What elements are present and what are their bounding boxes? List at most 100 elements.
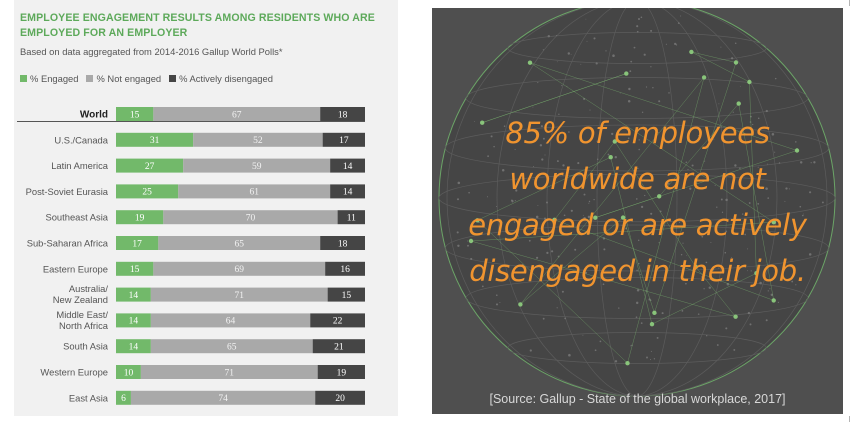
globe-map-dot (674, 127, 677, 130)
category-label: Latin America (51, 160, 109, 171)
network-node (649, 322, 655, 327)
globe-map-dot (474, 120, 475, 122)
bar-segment-not-engaged (178, 184, 331, 199)
globe-map-dot (656, 313, 658, 315)
globe-map-dot (759, 281, 762, 285)
network-node (733, 60, 739, 65)
data-label-actively-disengaged: 18 (338, 239, 348, 249)
globe-map-dot (537, 205, 539, 207)
headline-line: worldwide are not (509, 162, 766, 196)
globe-map-dot (556, 160, 559, 163)
bar-segment-actively-disengaged (330, 158, 365, 173)
network-node (754, 271, 759, 276)
globe-map-dot (582, 214, 584, 216)
globe-map-dot (691, 164, 694, 167)
globe-map-dot (633, 46, 636, 49)
network-node (527, 60, 533, 65)
globe-map-dot (457, 181, 461, 185)
category-label: East Asia (69, 392, 109, 403)
globe-map-dot (785, 187, 788, 190)
globe-map-dot (636, 25, 639, 28)
globe-map-dot (674, 42, 677, 46)
network-node (608, 155, 613, 160)
globe-map-dot (637, 17, 641, 21)
globe-map-dot (675, 44, 678, 46)
data-label-not-engaged: 69 (235, 265, 245, 275)
stacked-bar-chart: World 15 67 18 U.S./Canada 31 52 17 Latin Americ… (17, 107, 365, 405)
globe-map-dot (661, 312, 664, 315)
legend-label-engaged: % Engaged (30, 72, 79, 84)
globe-map-dot (686, 255, 688, 257)
globe-map-dot (593, 198, 595, 201)
corner-mark (849, 0, 850, 6)
globe-longitude-line (446, 8, 828, 397)
globe-map-dot (637, 239, 640, 242)
globe-map-dot (769, 288, 771, 290)
network-link (654, 62, 737, 313)
globe-map-dot (733, 348, 736, 351)
globe-map-dot (521, 263, 524, 267)
globe-map-dot (546, 201, 548, 204)
globe-map-dot (706, 335, 708, 337)
category-label: North Africa (59, 320, 109, 331)
globe-map-dot (541, 158, 544, 161)
bar-segment-engaged (116, 313, 151, 328)
category-label: South Asia (63, 341, 109, 352)
globe-map-dot (561, 290, 564, 293)
globe-map-dot (749, 323, 752, 326)
globe-map-dot (532, 106, 534, 108)
globe-map-dot (585, 18, 587, 20)
globe-map-dot (481, 285, 484, 288)
bar-segment-not-engaged (150, 339, 313, 354)
network-node (747, 79, 752, 85)
globe-map-dot (533, 165, 535, 168)
network-link (614, 141, 696, 267)
globe-map-dot (718, 103, 720, 105)
bar-segment-engaged (116, 158, 184, 173)
globe-map-dot (570, 209, 573, 212)
globe-map-dot (734, 42, 737, 44)
globe-map-dot (732, 111, 734, 113)
globe-map-dot (765, 187, 768, 190)
network-node (733, 314, 738, 319)
globe-map-dot (640, 322, 643, 324)
globe-map-dot (774, 77, 777, 80)
globe-map-dot (540, 125, 543, 128)
globe-map-dot (535, 215, 539, 219)
bar-segment-engaged (116, 210, 164, 225)
globe-map-dot (665, 43, 667, 45)
globe-map-dot (514, 148, 516, 150)
bar-segment-actively-disengaged (320, 236, 365, 250)
globe-map-dot (668, 92, 670, 94)
globe-map-dot (795, 141, 797, 143)
data-label-actively-disengaged: 19 (337, 368, 347, 378)
network-link (610, 157, 653, 325)
globe-map-dot (656, 336, 659, 339)
data-label-actively-disengaged: 18 (338, 110, 348, 120)
globe-map-dot (542, 137, 545, 140)
globe-map-dot (607, 153, 610, 156)
globe-map-dot (567, 52, 571, 55)
data-label-engaged: 27 (145, 162, 155, 172)
category-label: Western Europe (40, 367, 108, 378)
globe-map-dot (556, 61, 558, 63)
bar-segment-actively-disengaged (325, 261, 365, 276)
globe-map-dot (725, 230, 728, 233)
bar-segment-engaged (116, 132, 194, 147)
globe-map-dot (640, 205, 644, 209)
data-label-engaged: 25 (142, 188, 152, 198)
network-node (620, 215, 626, 220)
data-label-not-engaged: 59 (252, 162, 262, 172)
globe-map-dot (517, 235, 519, 237)
globe-map-dot (556, 307, 558, 309)
globe-map-dot (725, 327, 728, 330)
bar-segment-actively-disengaged (310, 313, 365, 328)
globe-map-dot (652, 86, 654, 89)
globe-map-dot (614, 360, 618, 363)
chart-panel: EMPLOYEE ENGAGEMENT RESULTS AMONG RESIDE… (14, 0, 398, 416)
globe-map-dot (677, 22, 680, 24)
bar-segment-not-engaged (193, 132, 323, 147)
globe-map-dot (744, 233, 747, 236)
globe-map-dot (467, 240, 468, 242)
globe-map-dot (673, 130, 675, 131)
